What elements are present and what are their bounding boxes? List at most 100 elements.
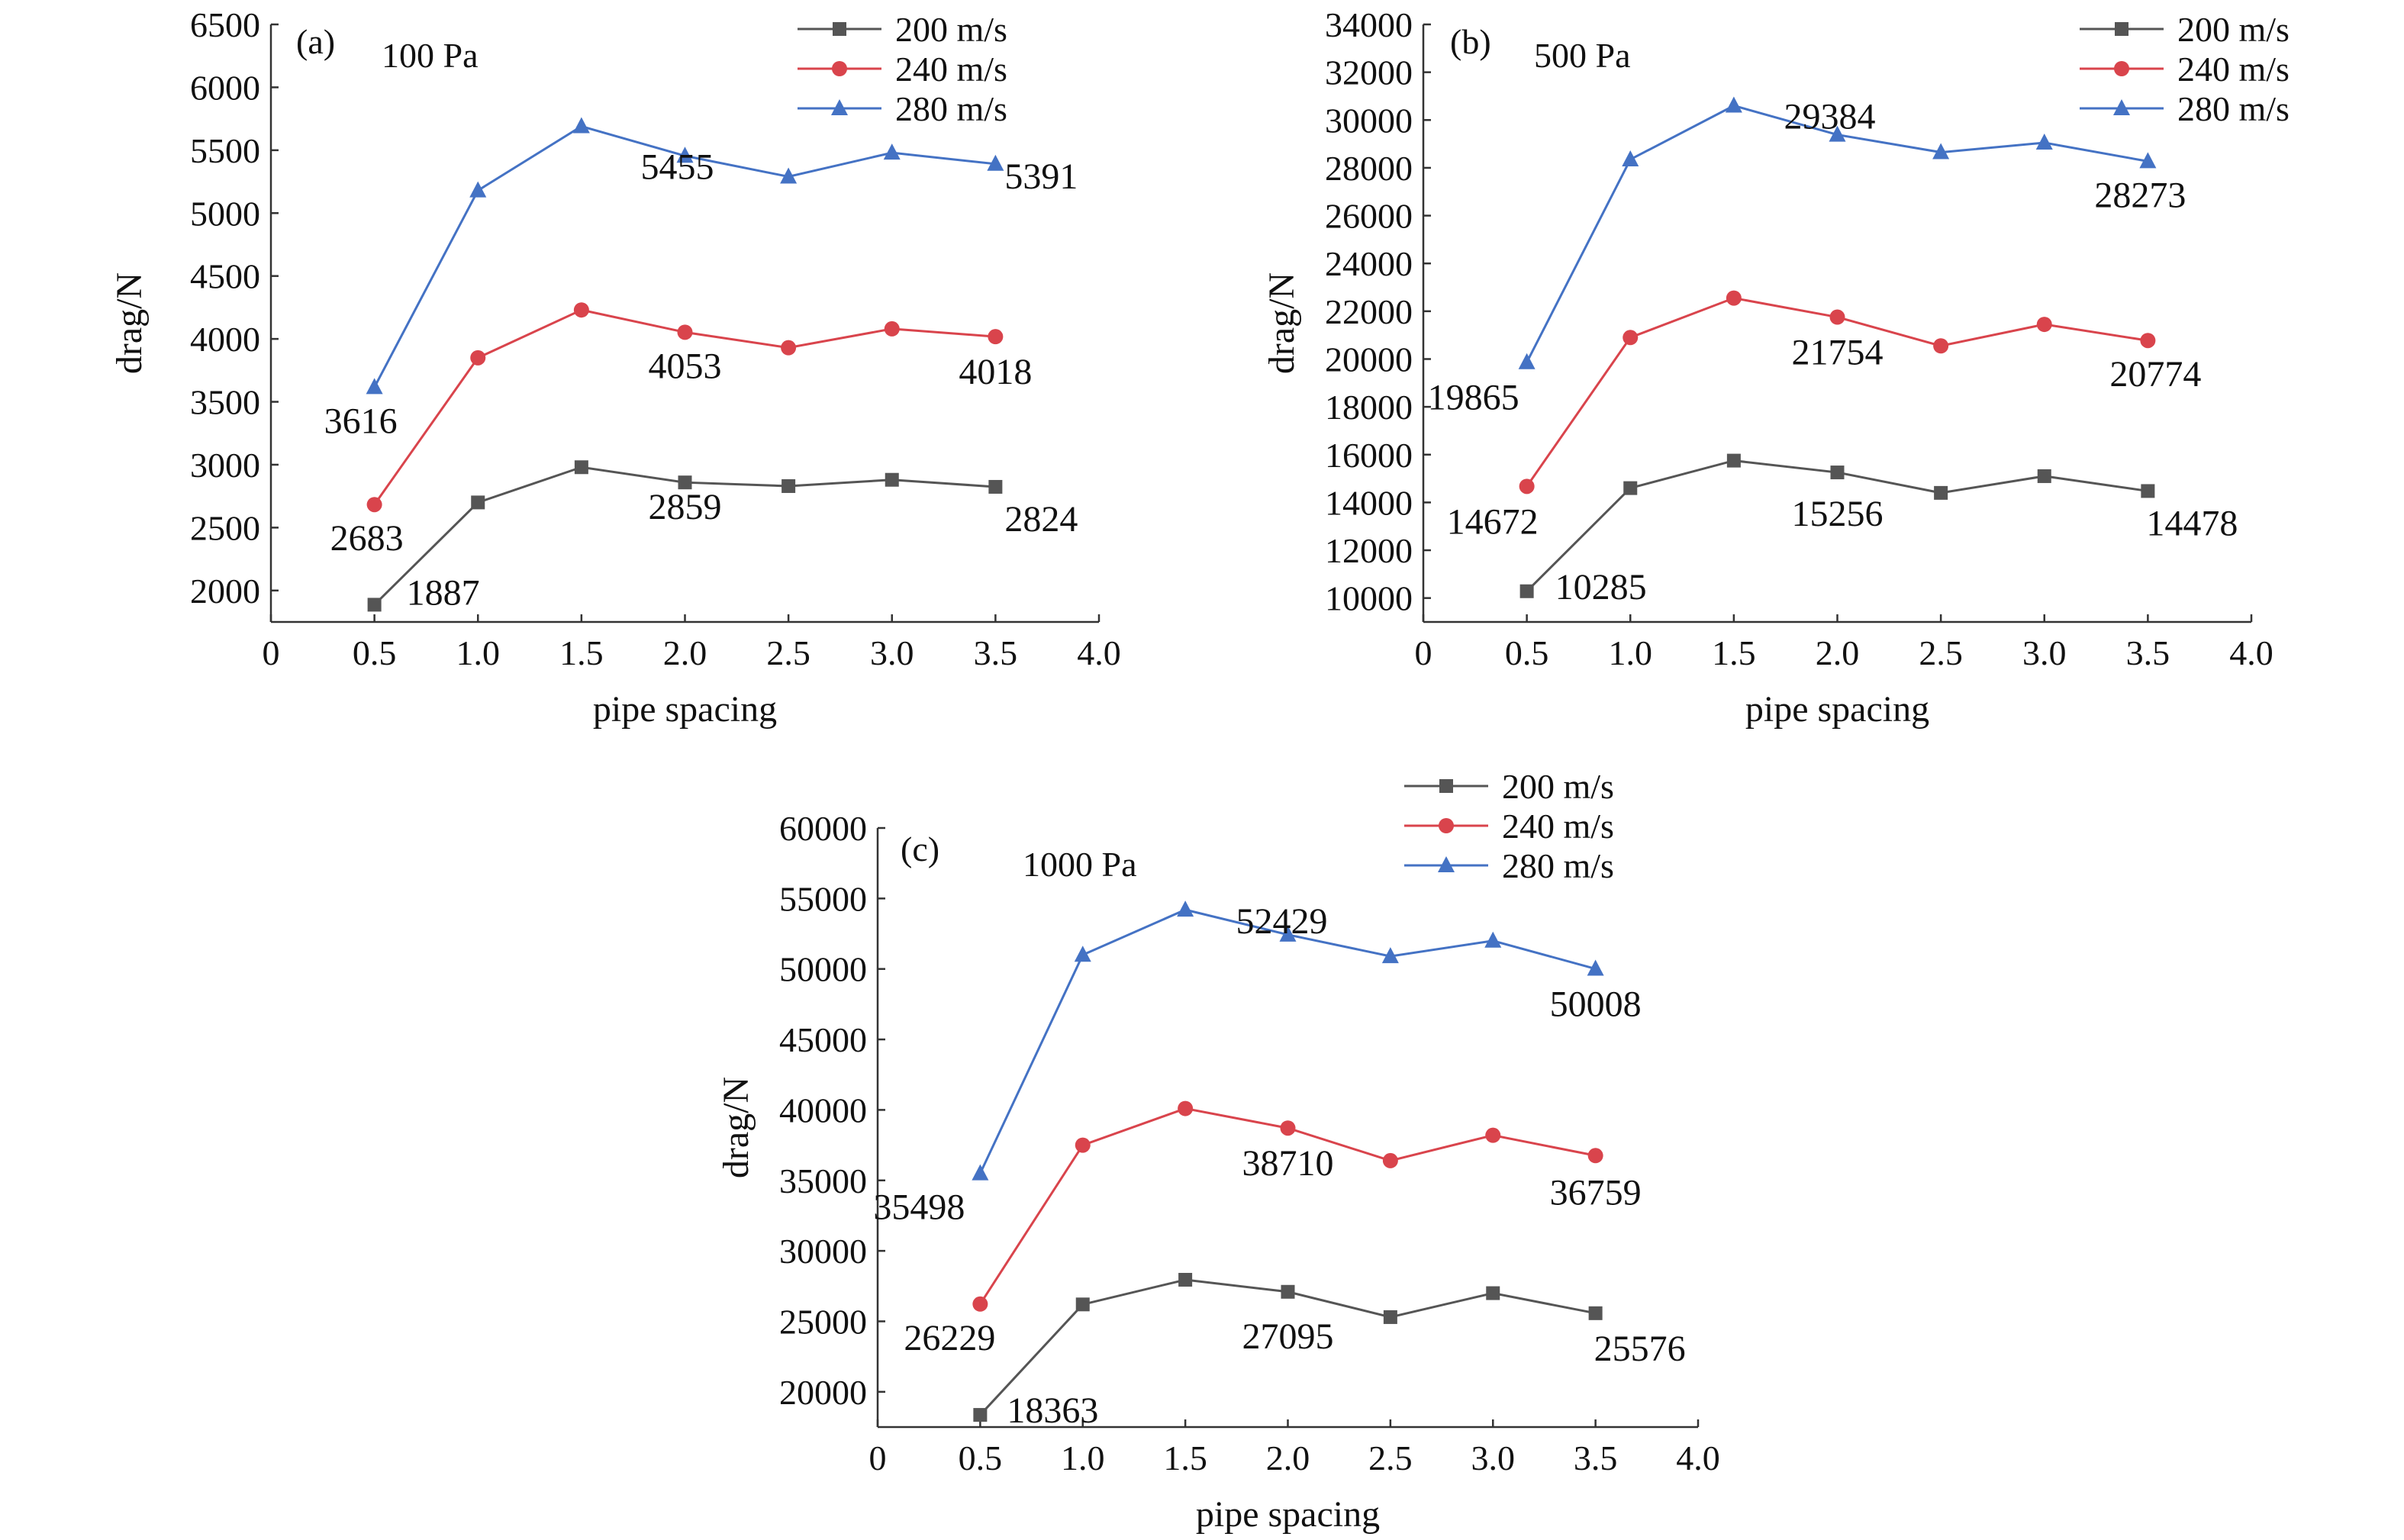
y-tick-label: 45000 xyxy=(779,1020,867,1059)
data-point-circle xyxy=(1280,1120,1296,1136)
x-tick-label: 3.0 xyxy=(2022,633,2067,672)
x-tick-label: 0 xyxy=(263,633,280,672)
data-point-triangle xyxy=(366,378,383,395)
x-tick-label: 1.0 xyxy=(456,633,501,672)
pressure-annotation: 100 Pa xyxy=(382,36,479,75)
x-tick-label: 3.0 xyxy=(1471,1439,1516,1477)
data-label: 14672 xyxy=(1447,501,1539,542)
data-label: 38710 xyxy=(1242,1143,1334,1184)
x-tick-label: 2.0 xyxy=(1266,1439,1310,1477)
data-point-triangle xyxy=(1381,947,1399,964)
data-point-circle xyxy=(1587,1148,1603,1164)
data-point-square xyxy=(1178,1272,1193,1287)
data-label: 5455 xyxy=(641,147,714,187)
data-point-triangle xyxy=(1074,946,1091,962)
chart-panel-a: 0 0.5 1.0 1.5 2.0 2.5 3.0 3.5 4.0 2000 2500 3000 350… xyxy=(109,5,1121,730)
y-tick-label: 30000 xyxy=(779,1232,867,1271)
y-tick-label: 55000 xyxy=(779,879,867,918)
data-point-triangle xyxy=(1622,150,1639,166)
x-tick-label: 2.5 xyxy=(766,633,810,672)
y-tick-label: 4000 xyxy=(190,320,260,359)
data-point-triangle xyxy=(2139,152,2157,169)
data-label: 3616 xyxy=(324,401,398,441)
data-point-circle xyxy=(1726,290,1742,306)
data-point-square xyxy=(367,598,382,612)
y-tick-label: 50000 xyxy=(779,950,867,989)
legend-entry: 280 m/s xyxy=(2080,89,2290,128)
y-axis-title: drag/N xyxy=(109,272,150,374)
y-tick-label: 18000 xyxy=(1325,388,1413,427)
data-label: 20774 xyxy=(2109,354,2201,395)
data-point-triangle xyxy=(1177,900,1194,917)
x-axis-title: pipe spacing xyxy=(593,689,777,730)
data-point-triangle xyxy=(1518,353,1536,369)
data-point-circle xyxy=(1178,1100,1194,1116)
legend-entry: 240 m/s xyxy=(2080,50,2290,89)
data-label: 2683 xyxy=(330,518,404,559)
series-line-240ms xyxy=(979,1107,1596,1305)
data-point-circle xyxy=(1829,309,1845,325)
y-tick-label: 14000 xyxy=(1325,483,1413,522)
x-tick-label: 2.0 xyxy=(663,633,707,672)
data-point-circle xyxy=(1485,1127,1501,1143)
data-point-square xyxy=(1075,1297,1090,1312)
data-point-triangle xyxy=(987,154,1004,171)
data-label: 14478 xyxy=(2146,503,2238,543)
legend-entry: 240 m/s xyxy=(798,50,1007,89)
x-tick-label: 4.0 xyxy=(1676,1439,1720,1477)
data-point-circle xyxy=(1382,1152,1398,1168)
y-tick-label: 60000 xyxy=(779,809,867,848)
x-tick-label: 0.5 xyxy=(959,1439,1003,1477)
data-point-square xyxy=(1934,485,1948,500)
data-point-square xyxy=(1383,1310,1397,1324)
y-tick-label: 32000 xyxy=(1325,53,1413,92)
data-point-triangle xyxy=(2035,134,2053,150)
legend-marker-triangle xyxy=(1438,856,1455,872)
legend-entry: 200 m/s xyxy=(2080,10,2290,49)
data-label: 15256 xyxy=(1792,494,1884,534)
data-label: 1887 xyxy=(407,572,480,613)
y-tick-label: 3500 xyxy=(190,383,260,422)
legend-marker-circle xyxy=(2114,61,2129,76)
data-label: 29384 xyxy=(1784,97,1876,137)
data-point-triangle xyxy=(1484,931,1502,948)
x-tick-label: 4.0 xyxy=(1077,633,1121,672)
data-point-square xyxy=(781,478,796,493)
data-point-circle xyxy=(470,350,486,366)
data-label: 26229 xyxy=(904,1318,995,1358)
y-tick-label: 4500 xyxy=(190,257,260,296)
y-tick-label: 34000 xyxy=(1325,5,1413,44)
panel-label: (c) xyxy=(901,830,939,868)
y-tick-label: 22000 xyxy=(1325,292,1413,331)
legend-label: 280 m/s xyxy=(1502,846,1614,885)
pressure-annotation: 500 Pa xyxy=(1534,36,1631,75)
data-point-triangle xyxy=(1725,96,1742,113)
y-tick-label: 5000 xyxy=(190,194,260,233)
data-point-triangle xyxy=(972,1164,989,1181)
data-point-circle xyxy=(988,329,1004,345)
data-point-circle xyxy=(677,324,693,340)
y-axis-title: drag/N xyxy=(716,1077,756,1178)
data-point-circle xyxy=(2036,317,2052,333)
x-tick-label: 0 xyxy=(1415,633,1432,672)
legend-entry: 200 m/s xyxy=(1404,767,1614,806)
data-point-circle xyxy=(1623,330,1639,346)
data-label: 28273 xyxy=(2094,175,2186,215)
y-tick-label: 6000 xyxy=(190,68,260,107)
x-tick-label: 3.5 xyxy=(974,633,1018,672)
y-tick-label: 20000 xyxy=(779,1373,867,1412)
data-label: 18363 xyxy=(1007,1390,1098,1431)
legend-marker-square xyxy=(1439,779,1453,793)
x-tick-label: 4.0 xyxy=(2229,633,2273,672)
panel-label: (a) xyxy=(296,22,335,61)
data-point-square xyxy=(973,1408,988,1422)
pressure-annotation: 1000 Pa xyxy=(1023,845,1137,884)
legend-marker-square xyxy=(833,22,846,36)
data-label: 50008 xyxy=(1550,984,1642,1025)
data-point-circle xyxy=(2140,333,2156,349)
data-point-circle xyxy=(1933,338,1949,354)
y-tick-label: 24000 xyxy=(1325,244,1413,283)
x-axis-title: pipe spacing xyxy=(1196,1494,1380,1535)
y-tick-label: 6500 xyxy=(190,5,260,44)
